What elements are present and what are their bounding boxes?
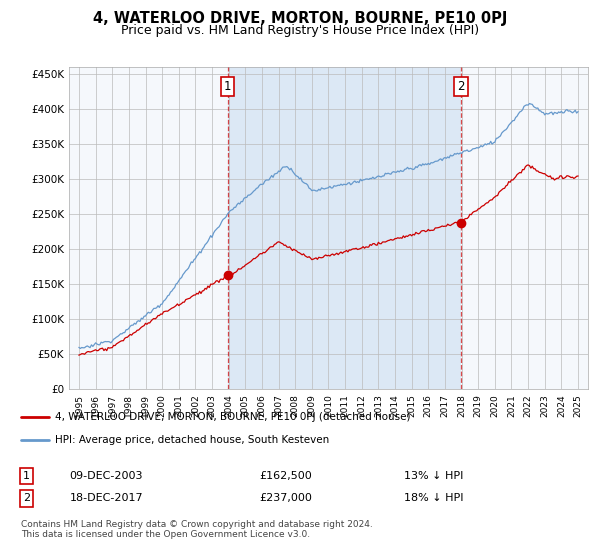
Text: 18% ↓ HPI: 18% ↓ HPI [404,493,463,503]
Bar [227,67,461,389]
Text: Price paid vs. HM Land Registry's House Price Index (HPI): Price paid vs. HM Land Registry's House … [121,24,479,36]
Text: 1: 1 [23,471,30,481]
Text: Contains HM Land Registry data © Crown copyright and database right 2024.
This d: Contains HM Land Registry data © Crown c… [20,520,373,539]
Text: 2: 2 [23,493,30,503]
Text: 18-DEC-2017: 18-DEC-2017 [70,493,143,503]
Text: 4, WATERLOO DRIVE, MORTON, BOURNE, PE10 0PJ (detached house): 4, WATERLOO DRIVE, MORTON, BOURNE, PE10 … [55,412,410,422]
Text: 13% ↓ HPI: 13% ↓ HPI [404,471,463,481]
Text: 09-DEC-2003: 09-DEC-2003 [70,471,143,481]
Bar [227,67,461,389]
Text: 4, WATERLOO DRIVE, MORTON, BOURNE, PE10 0PJ: 4, WATERLOO DRIVE, MORTON, BOURNE, PE10 … [93,11,507,26]
Text: £237,000: £237,000 [260,493,313,503]
Text: 2: 2 [457,80,464,94]
Text: 1: 1 [224,80,231,94]
Text: £162,500: £162,500 [260,471,313,481]
Text: HPI: Average price, detached house, South Kesteven: HPI: Average price, detached house, Sout… [55,435,329,445]
